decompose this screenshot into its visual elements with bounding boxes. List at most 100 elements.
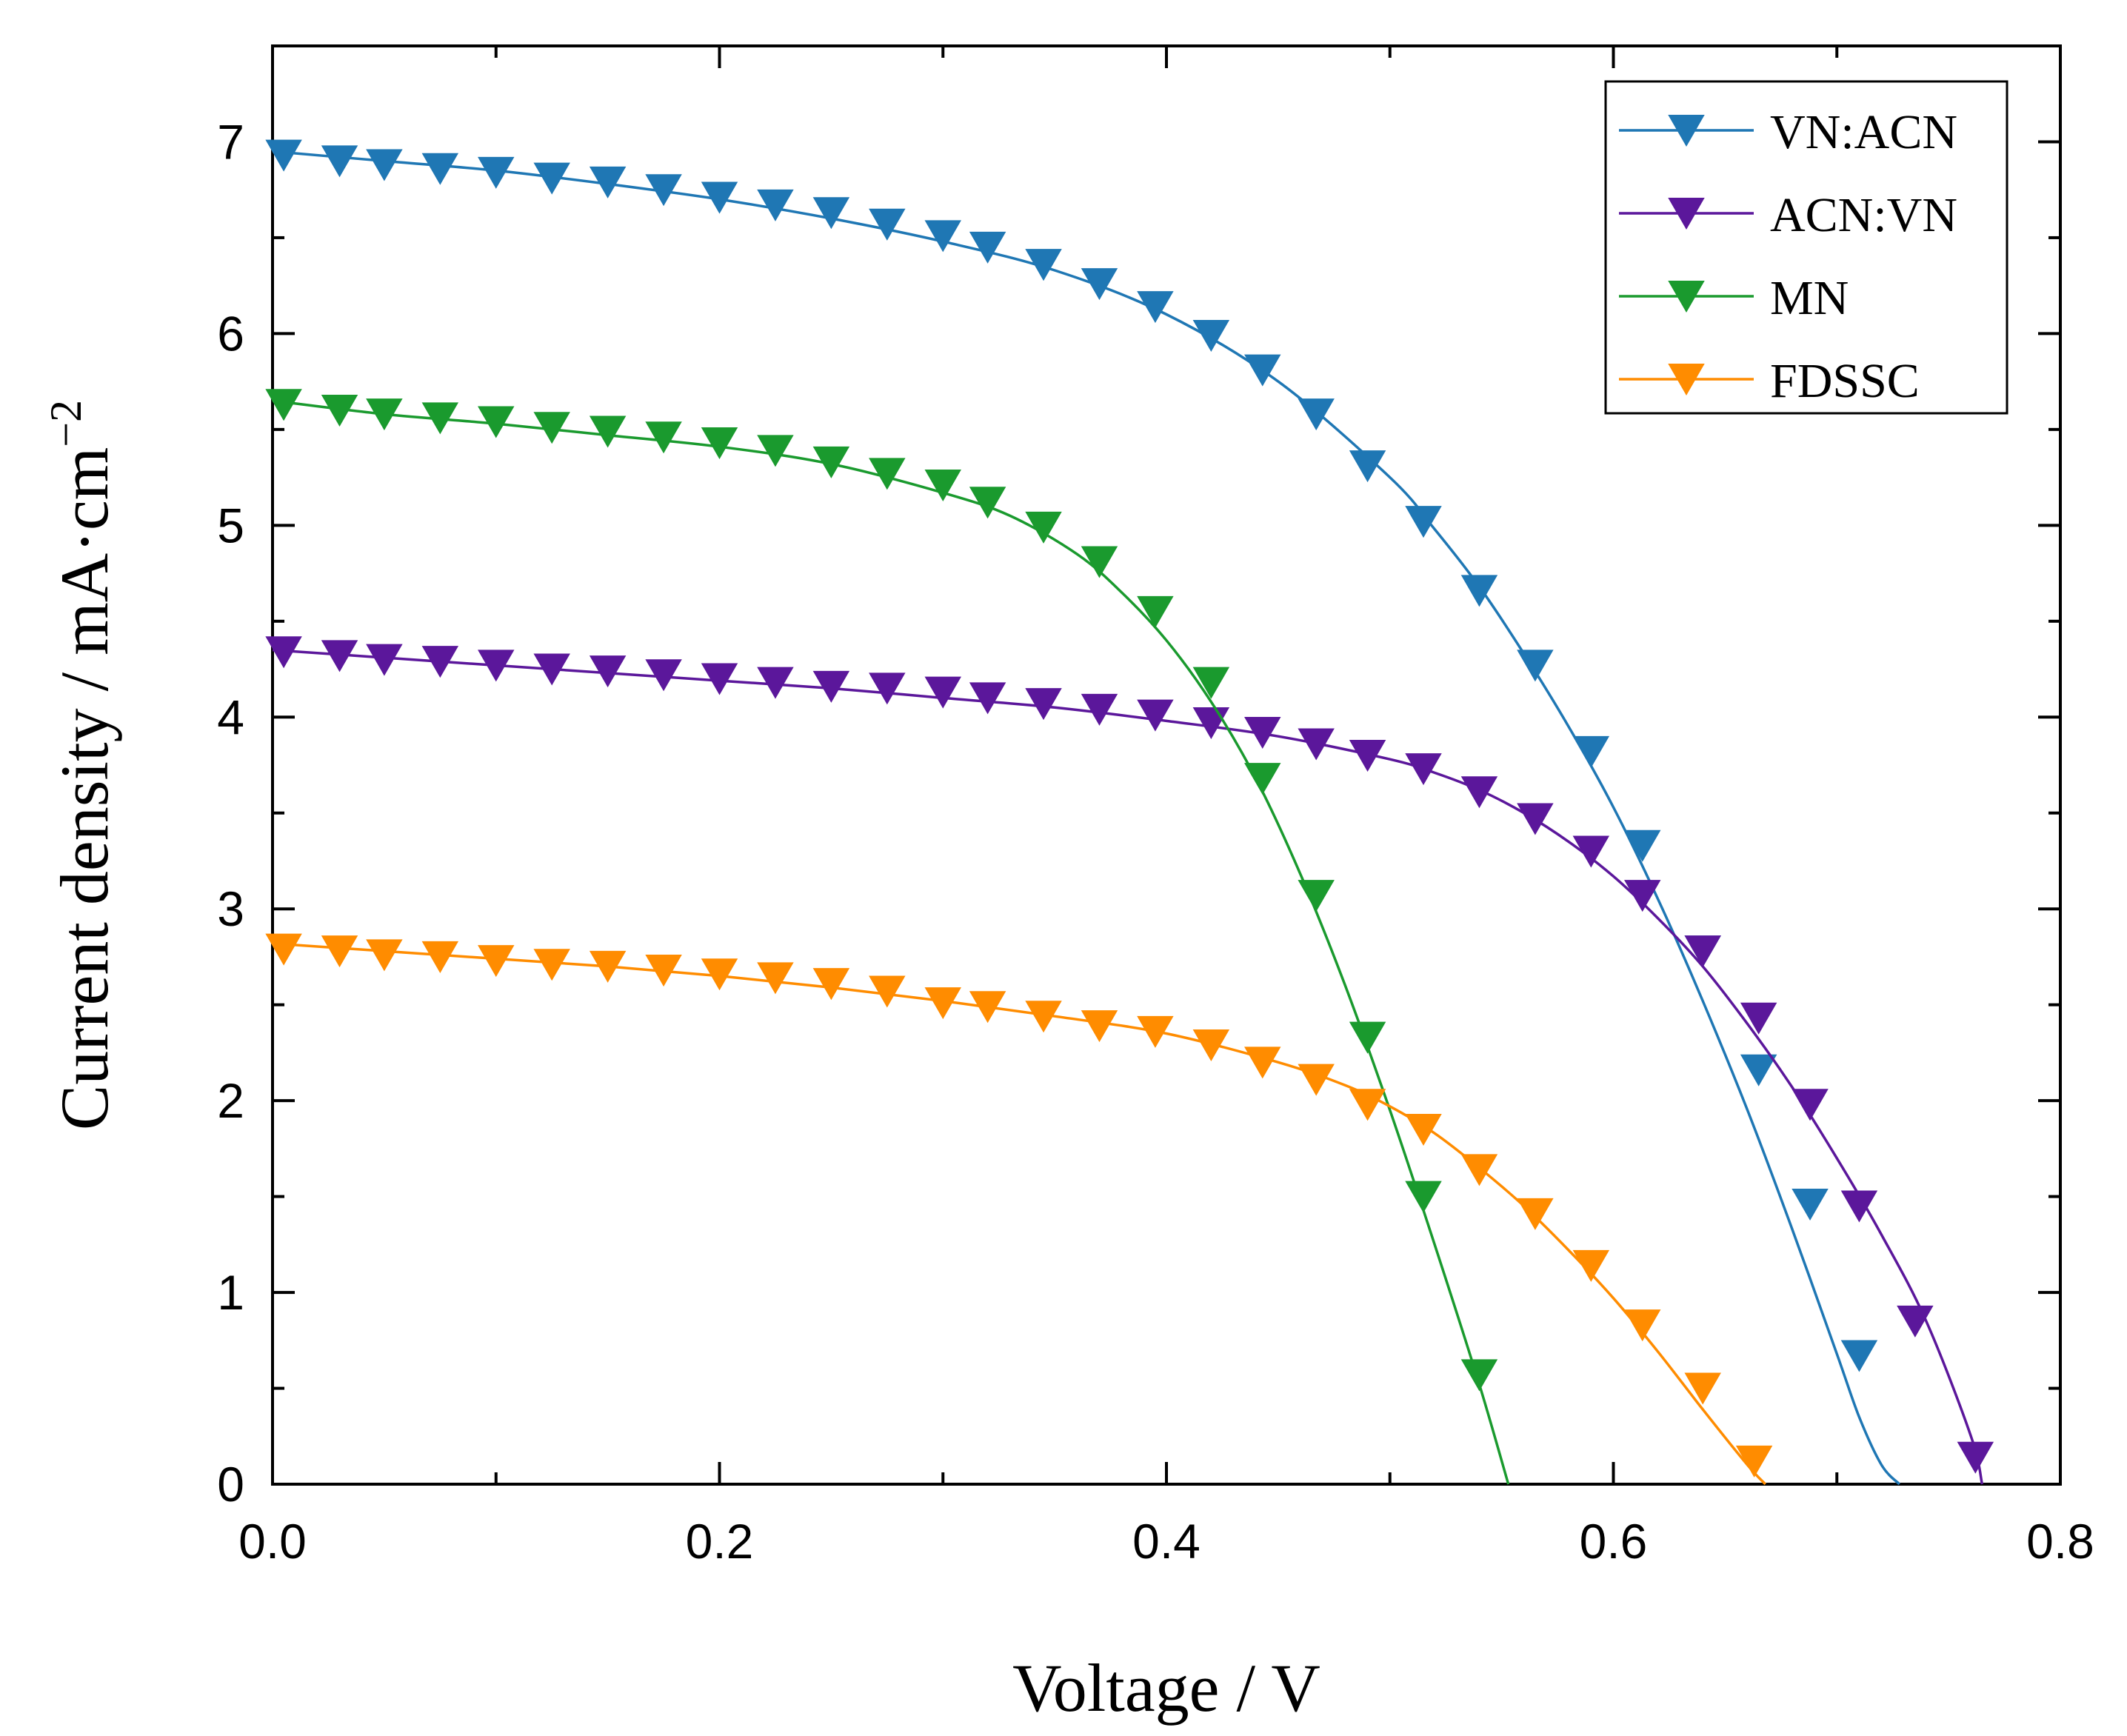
data-point-fdssc xyxy=(1298,1064,1335,1096)
series-mn xyxy=(265,389,1510,1485)
data-point-fdssc xyxy=(1623,1309,1661,1342)
axes: 0.0 0.2 0.4 0.6 0.8 0 1 2 3 4 5 6 7 xyxy=(217,44,2094,1569)
data-point-mn xyxy=(1405,1181,1442,1213)
y-tick-label: 6 xyxy=(217,306,244,361)
data-point-fdssc xyxy=(924,987,961,1020)
data-point-mn xyxy=(1298,880,1335,912)
data-point-acn-vn xyxy=(1740,1002,1777,1035)
data-point-mn xyxy=(1244,763,1281,795)
data-point-mn xyxy=(645,421,682,454)
y-tick-label: 4 xyxy=(217,690,244,744)
data-point-acn-vn xyxy=(1025,688,1062,721)
data-point-acn-vn xyxy=(1137,699,1174,732)
legend-label: FDSSC xyxy=(1770,354,1920,408)
data-point-fdssc xyxy=(1244,1046,1281,1079)
data-point-vn-acn xyxy=(1137,291,1174,324)
data-point-fdssc xyxy=(1460,1154,1498,1186)
data-point-vn-acn xyxy=(1244,354,1281,387)
data-point-fdssc xyxy=(645,955,682,987)
legend-label: MN xyxy=(1770,271,1849,325)
data-point-fdssc xyxy=(757,962,794,995)
data-point-fdssc xyxy=(366,939,403,972)
data-point-vn-acn xyxy=(265,139,302,172)
data-point-mn xyxy=(1025,511,1062,544)
data-point-mn xyxy=(869,458,906,490)
data-point-fdssc xyxy=(1349,1089,1386,1121)
data-point-fdssc xyxy=(321,935,358,968)
data-point-mn xyxy=(924,469,961,501)
data-point-vn-acn xyxy=(1572,735,1610,768)
data-point-fdssc xyxy=(969,991,1006,1024)
data-point-fdssc xyxy=(1517,1198,1554,1230)
data-point-acn-vn xyxy=(1957,1441,1994,1474)
data-point-mn xyxy=(1192,667,1230,699)
data-point-acn-vn xyxy=(1623,880,1661,912)
y-axis-title: Current density / mA·cm−2 xyxy=(41,400,122,1130)
data-point-mn xyxy=(1460,1359,1498,1392)
data-point-acn-vn xyxy=(478,650,515,682)
legend-label: ACN:VN xyxy=(1770,188,1957,242)
data-point-mn xyxy=(265,389,302,421)
data-point-vn-acn xyxy=(1840,1340,1878,1372)
data-point-mn xyxy=(1081,546,1118,578)
data-point-fdssc xyxy=(1137,1015,1174,1048)
legend-marker xyxy=(1668,281,1705,313)
y-tick-label: 0 xyxy=(217,1457,244,1512)
data-point-mn xyxy=(421,402,459,435)
legend-entry-vn-acn: VN:ACN xyxy=(1619,105,1957,159)
y-axis-title-superscript: −2 xyxy=(41,400,90,447)
x-tick-label: 0.6 xyxy=(1580,1514,1648,1569)
y-tick-label: 5 xyxy=(217,498,244,552)
data-point-fdssc xyxy=(1025,1001,1062,1033)
data-point-acn-vn xyxy=(1792,1089,1829,1121)
x-axis-title: Voltage / V xyxy=(1012,1650,1320,1726)
data-point-fdssc xyxy=(589,950,627,983)
data-point-vn-acn xyxy=(1349,450,1386,483)
data-point-acn-vn xyxy=(812,670,850,703)
data-point-vn-acn xyxy=(645,174,682,207)
data-point-vn-acn xyxy=(366,149,403,181)
series-layer xyxy=(265,139,1994,1486)
series-line-mn xyxy=(272,399,1510,1485)
legend-box xyxy=(1604,80,2009,415)
data-point-mn xyxy=(969,487,1006,519)
legend-marker xyxy=(1668,198,1705,230)
data-point-vn-acn xyxy=(757,189,794,221)
data-point-vn-acn xyxy=(589,166,627,198)
data-point-acn-vn xyxy=(645,659,682,692)
data-point-vn-acn xyxy=(421,153,459,185)
data-point-vn-acn xyxy=(321,145,358,178)
data-point-vn-acn xyxy=(1081,268,1118,301)
x-tick-label: 0.0 xyxy=(238,1514,307,1569)
data-point-fdssc xyxy=(265,933,302,966)
data-point-acn-vn xyxy=(1684,935,1721,968)
series-line-acn-vn xyxy=(272,648,1984,1485)
data-point-fdssc xyxy=(701,958,738,991)
data-point-fdssc xyxy=(869,975,906,1008)
data-point-fdssc xyxy=(478,945,515,978)
data-point-mn xyxy=(366,398,403,431)
data-point-vn-acn xyxy=(1025,249,1062,281)
legend-marker xyxy=(1668,364,1705,396)
data-point-vn-acn xyxy=(1405,506,1442,538)
data-point-acn-vn xyxy=(265,636,302,669)
data-point-acn-vn xyxy=(321,640,358,672)
series-fdssc xyxy=(265,933,1773,1486)
data-point-mn xyxy=(701,427,738,459)
data-point-acn-vn xyxy=(1298,728,1335,761)
data-point-mn xyxy=(533,412,570,444)
data-point-acn-vn xyxy=(589,655,627,688)
y-tick-label: 1 xyxy=(217,1265,244,1320)
data-point-acn-vn xyxy=(366,644,403,676)
data-point-fdssc xyxy=(1405,1113,1442,1146)
data-point-fdssc xyxy=(421,941,459,973)
data-point-acn-vn xyxy=(969,682,1006,715)
legend-entry-mn: MN xyxy=(1619,271,1849,325)
data-point-vn-acn xyxy=(1792,1188,1829,1221)
data-point-mn xyxy=(589,415,627,448)
data-point-acn-vn xyxy=(533,653,570,686)
data-point-vn-acn xyxy=(969,231,1006,264)
data-point-mn xyxy=(478,406,515,438)
data-point-fdssc xyxy=(533,949,570,981)
data-point-vn-acn xyxy=(1298,398,1335,431)
